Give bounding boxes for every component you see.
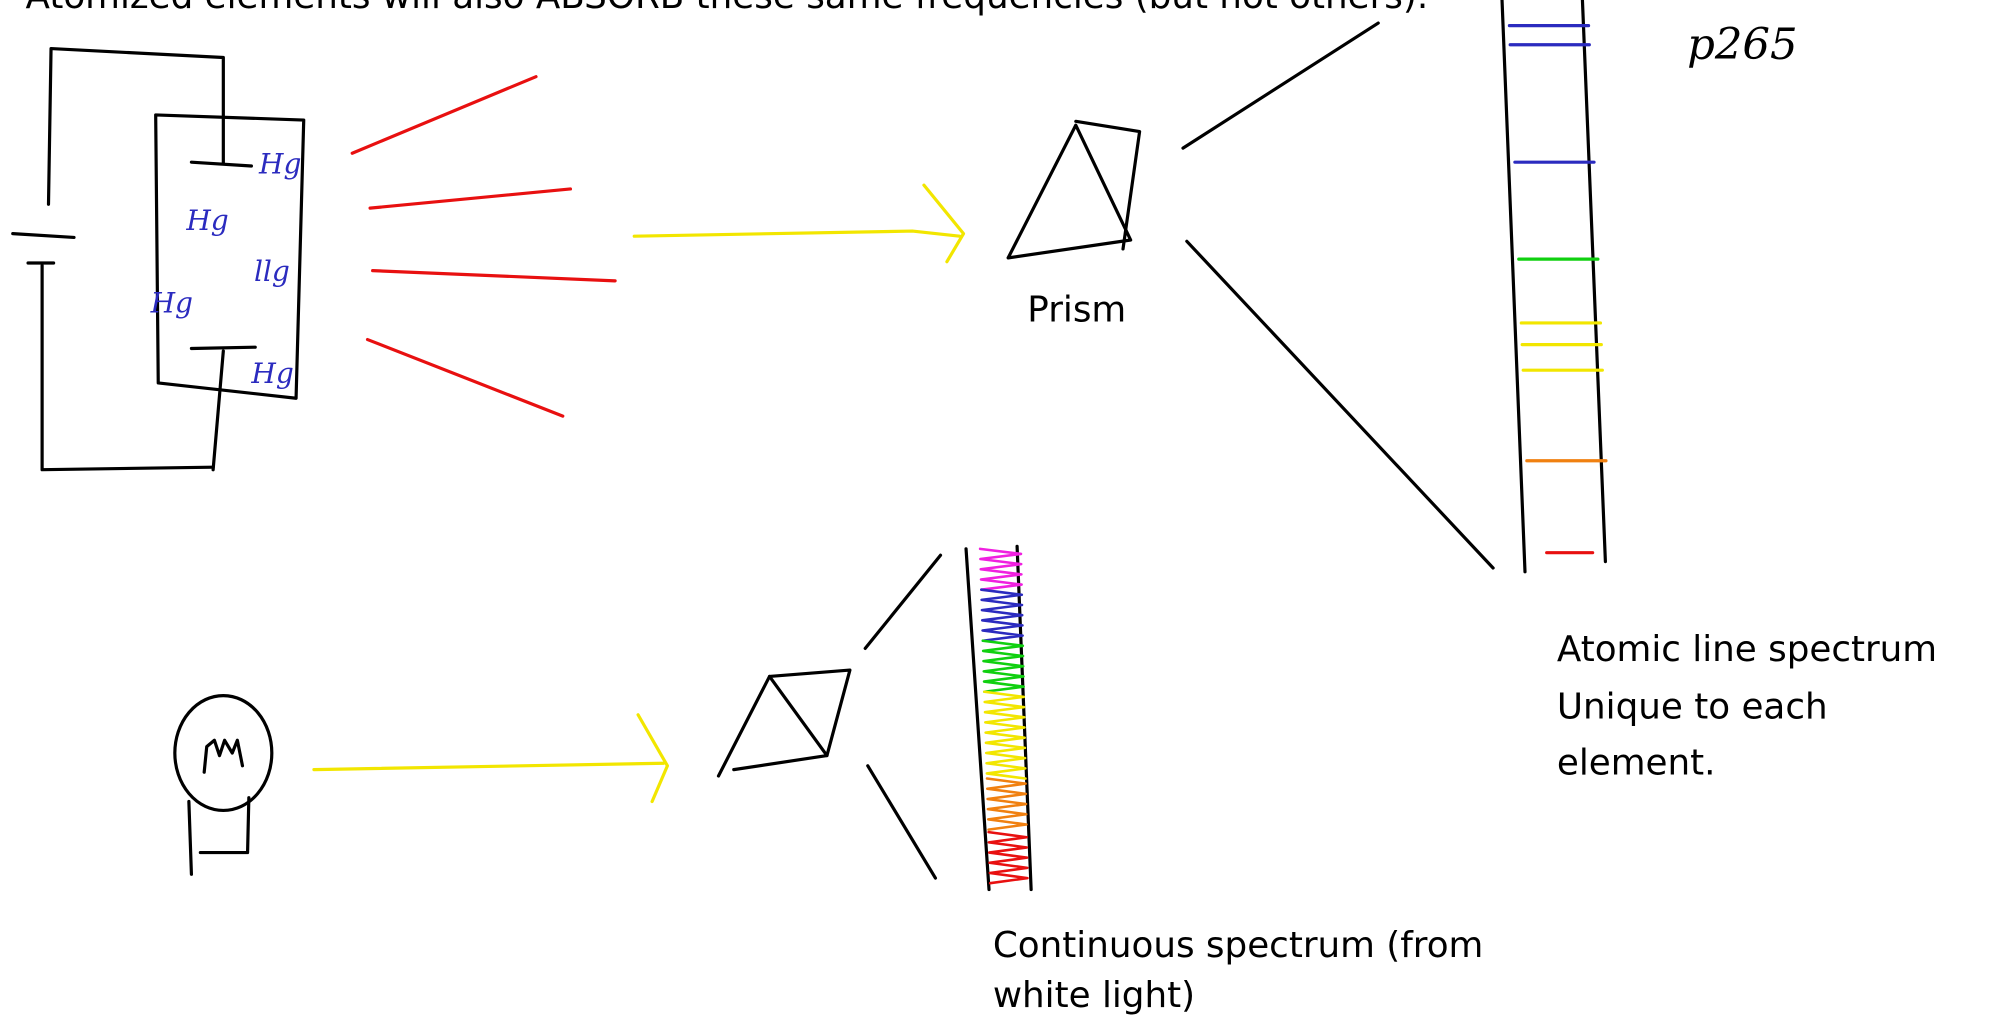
spectrum-caption: Unique to each — [1557, 687, 1828, 728]
prism — [718, 676, 826, 776]
dispersion — [1187, 241, 1493, 568]
spectrum-band — [980, 549, 1022, 590]
prism — [1076, 121, 1140, 249]
battery — [13, 234, 74, 238]
spectrum-band — [983, 641, 1024, 692]
dispersion — [865, 555, 940, 648]
prism — [770, 670, 850, 756]
page-reference: p265 — [1687, 20, 1798, 70]
light-bulb — [175, 696, 272, 811]
wire — [48, 49, 223, 205]
spectrum-band — [989, 832, 1028, 883]
prism — [1008, 125, 1131, 258]
spectrum-frame — [1582, 0, 1605, 562]
light-arrow — [314, 763, 664, 769]
spectrum-band — [981, 590, 1022, 641]
spectrum-band — [984, 692, 1025, 779]
electrode — [191, 162, 251, 166]
dispersion — [1183, 23, 1378, 148]
prism-label: Prism — [1027, 290, 1126, 331]
light-arrow — [634, 231, 959, 236]
spectrum-band — [987, 779, 1026, 830]
filament — [204, 740, 242, 772]
continuous-caption: white light) — [993, 975, 1195, 1016]
hg-label: Hg — [150, 287, 193, 320]
dispersion — [868, 766, 936, 878]
title: Atomized elements will also ABSORB these… — [26, 0, 1429, 17]
spectrum-caption: Atomic line spectrum — [1557, 629, 1937, 670]
bulb-base — [189, 802, 192, 875]
spectrum-frame — [1502, 0, 1525, 572]
hg-label: Hg — [258, 148, 301, 181]
hg-label: llg — [254, 255, 290, 288]
hg-label: Hg — [185, 204, 228, 237]
arrow-head — [924, 185, 964, 262]
whiteboard: Atomized elements will also ABSORB these… — [0, 0, 2001, 1016]
hg-label: Hg — [250, 357, 293, 390]
red-ray — [373, 271, 615, 281]
electrode — [191, 347, 255, 348]
red-ray — [352, 77, 536, 154]
red-ray — [368, 340, 563, 417]
red-ray — [370, 189, 570, 208]
spectrum-caption: element. — [1557, 743, 1716, 784]
arrow-head — [638, 715, 667, 802]
continuous-caption: Continuous spectrum (from — [993, 925, 1484, 966]
wire — [213, 351, 223, 470]
